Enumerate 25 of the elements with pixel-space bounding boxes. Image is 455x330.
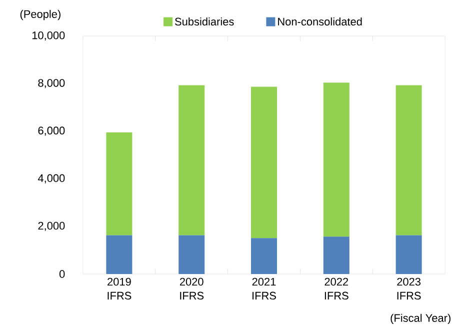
x-axis-title: (Fiscal Year) <box>390 314 450 324</box>
y-tick-label: 6,000 <box>38 126 65 136</box>
bar <box>396 85 422 236</box>
x-tick-label: 2019 IFRS <box>108 278 132 300</box>
y-tick-label: 2,000 <box>38 222 65 231</box>
bar <box>251 86 278 238</box>
bar <box>251 238 278 274</box>
x-tick-label: 2020 IFRS <box>180 278 204 300</box>
bar <box>396 235 422 274</box>
legend-label: Non-consolidated <box>278 17 362 26</box>
legend-label: Subsidiaries <box>175 17 234 26</box>
x-tick-label: 2021 IFRS <box>252 278 276 300</box>
bar <box>178 85 205 236</box>
bar <box>106 235 132 274</box>
bar <box>106 132 132 236</box>
bar <box>178 235 205 274</box>
y-axis-title: (People) <box>20 10 60 20</box>
x-tick-label: 2022 IFRS <box>324 278 348 300</box>
y-tick-label: 8,000 <box>38 79 65 88</box>
bar <box>323 236 350 274</box>
x-tick-label: 2023 IFRS <box>397 278 421 300</box>
y-tick-label: 0 <box>59 270 65 278</box>
y-tick-label: 10,000 <box>32 31 65 41</box>
bar <box>323 82 350 237</box>
y-tick-label: 4,000 <box>38 174 65 184</box>
